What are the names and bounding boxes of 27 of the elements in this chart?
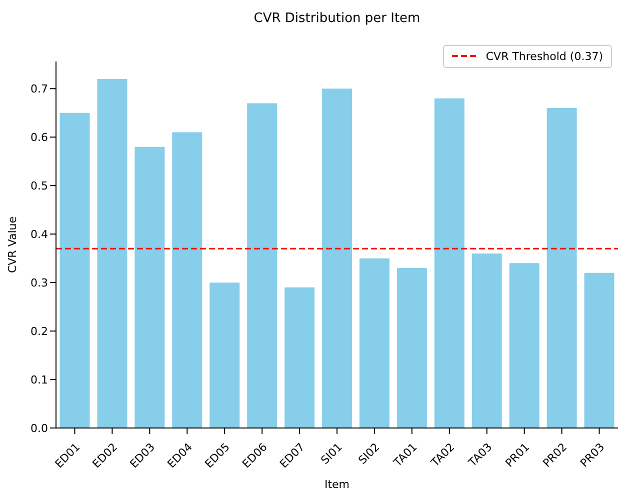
y-axis-title: CVR Value — [6, 216, 19, 274]
bar — [60, 112, 90, 428]
bar — [509, 263, 540, 428]
y-tick-label: 0.3 — [30, 276, 48, 290]
y-tick-label: 0.6 — [30, 131, 48, 144]
bar — [247, 103, 278, 428]
bar — [322, 88, 352, 428]
bar — [134, 146, 165, 428]
y-tick-label: 0.4 — [30, 228, 48, 241]
chart-title: CVR Distribution per Item — [252, 10, 422, 28]
bar — [284, 287, 315, 428]
bar — [210, 282, 240, 428]
legend-label: CVR Threshold (0.37) — [486, 50, 603, 62]
bar — [359, 258, 390, 428]
bar — [396, 268, 427, 428]
bar — [546, 108, 577, 428]
bar — [584, 272, 614, 428]
bar — [172, 132, 202, 428]
y-tick-label: 0.7 — [30, 82, 48, 96]
x-axis-title: Item — [324, 478, 350, 491]
y-tick-label: 0.5 — [30, 180, 48, 193]
bar — [434, 98, 464, 428]
y-tick-label: 0.1 — [30, 373, 48, 386]
y-tick-label: 0.2 — [30, 324, 48, 338]
y-tick-label: 0.0 — [30, 422, 48, 435]
bar — [472, 253, 502, 428]
bar — [97, 78, 128, 428]
